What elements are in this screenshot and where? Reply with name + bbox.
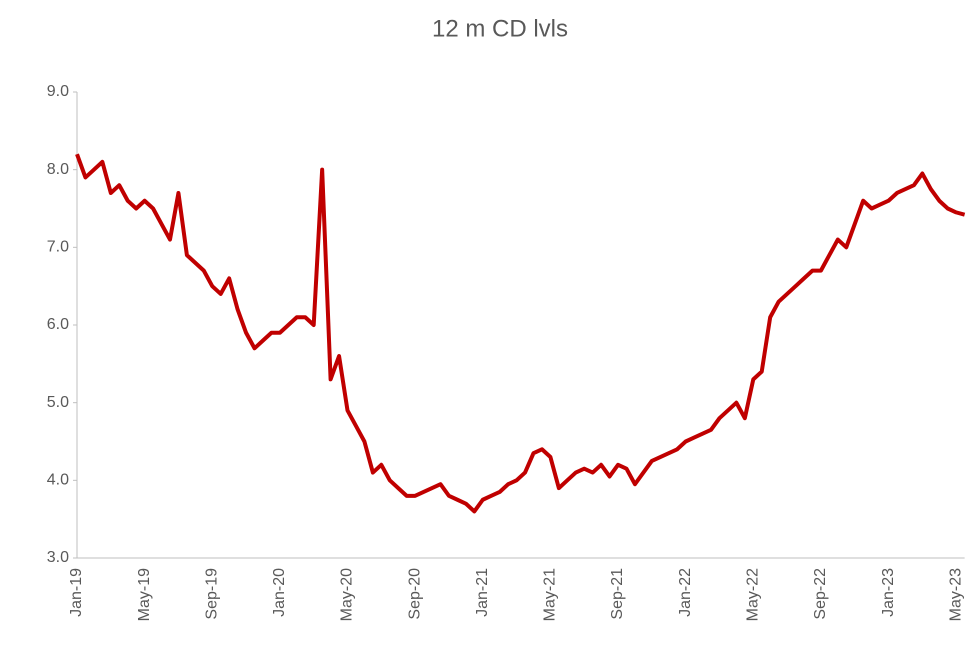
x-tick-label: May-19 [136,568,153,621]
y-tick-label: 4.0 [47,472,69,489]
y-tick-label: 5.0 [47,394,69,411]
y-tick-label: 7.0 [47,239,69,256]
y-tick-label: 9.0 [47,83,69,100]
x-tick-label: Sep-19 [203,568,220,620]
chart-title: 12 m CD lvls [432,15,568,42]
data-line [75,153,966,514]
x-tick-label: Jan-21 [474,568,491,617]
x-tick-label: Sep-21 [609,568,626,620]
x-tick-label: Jan-22 [677,568,694,617]
x-tick-label: May-20 [339,568,356,621]
x-tick-label: May-22 [744,568,761,621]
x-tick-label: May-23 [947,568,964,621]
x-tick-label: Jan-19 [68,568,85,617]
x-tick-label: May-21 [542,568,559,621]
x-tick-label: Sep-20 [406,568,423,620]
x-tick-label: Jan-20 [271,568,288,617]
x-tick-label: Jan-23 [880,568,897,617]
y-tick-label: 6.0 [47,316,69,333]
y-tick-label: 8.0 [47,161,69,178]
y-tick-label: 3.0 [47,549,69,566]
x-tick-label: Sep-22 [812,568,829,620]
